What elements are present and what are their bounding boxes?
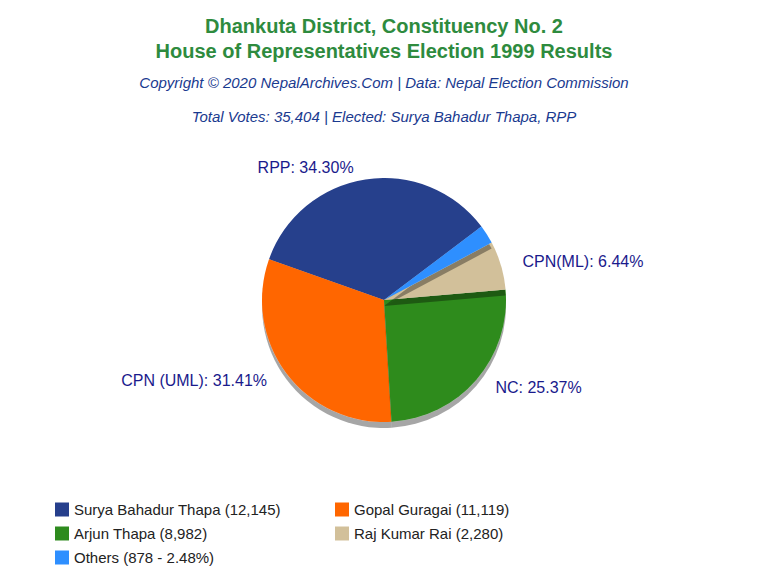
svg-text:Arjun Thapa (8,982): Arjun Thapa (8,982) (74, 525, 207, 542)
svg-text:Others (878 - 2.48%): Others (878 - 2.48%) (74, 549, 214, 566)
svg-text:Raj Kumar Rai (2,280): Raj Kumar Rai (2,280) (354, 525, 503, 542)
svg-text:CPN (UML): 31.41%: CPN (UML): 31.41% (121, 372, 267, 389)
svg-text:Gopal Guragai (11,119): Gopal Guragai (11,119) (354, 501, 509, 518)
svg-text:Copyright © 2020 NepalArchives: Copyright © 2020 NepalArchives.Com | Dat… (139, 74, 628, 91)
svg-text:CPN(ML): 6.44%: CPN(ML): 6.44% (522, 253, 643, 270)
svg-text:Surya Bahadur Thapa (12,145): Surya Bahadur Thapa (12,145) (74, 501, 281, 518)
svg-text:RPP: 34.30%: RPP: 34.30% (258, 159, 354, 176)
svg-text:NC: 25.37%: NC: 25.37% (495, 379, 581, 396)
svg-text:Total Votes: 35,404 | Elected:: Total Votes: 35,404 | Elected: Surya Bah… (192, 108, 577, 125)
svg-text:House of Representatives Elect: House of Representatives Election 1999 R… (156, 40, 613, 62)
svg-text:Dhankuta District, Constituenc: Dhankuta District, Constituency No. 2 (205, 15, 563, 37)
